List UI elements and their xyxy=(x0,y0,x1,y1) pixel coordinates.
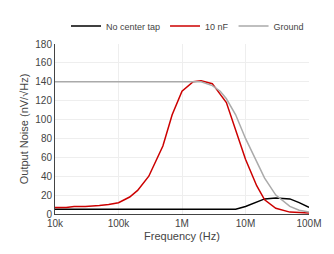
svg-text:Output Noise (nV/√Hz): Output Noise (nV/√Hz) xyxy=(18,74,30,185)
svg-text:10M: 10M xyxy=(236,218,255,229)
svg-text:120: 120 xyxy=(35,95,52,106)
svg-text:140: 140 xyxy=(35,76,52,87)
svg-text:Frequency (Hz): Frequency (Hz) xyxy=(144,230,220,242)
svg-text:160: 160 xyxy=(35,57,52,68)
svg-text:1M: 1M xyxy=(175,218,189,229)
svg-text:10k: 10k xyxy=(47,218,64,229)
svg-text:0: 0 xyxy=(46,209,52,220)
svg-text:100k: 100k xyxy=(108,218,131,229)
svg-text:20: 20 xyxy=(41,190,53,201)
svg-text:10 nF: 10 nF xyxy=(205,22,229,32)
svg-text:40: 40 xyxy=(41,171,53,182)
svg-text:No center tap: No center tap xyxy=(106,22,160,32)
svg-text:Ground: Ground xyxy=(274,22,304,32)
svg-text:100: 100 xyxy=(35,114,52,125)
svg-text:180: 180 xyxy=(35,39,52,50)
svg-text:80: 80 xyxy=(41,133,53,144)
svg-text:100M: 100M xyxy=(296,218,321,229)
svg-text:60: 60 xyxy=(41,152,53,163)
